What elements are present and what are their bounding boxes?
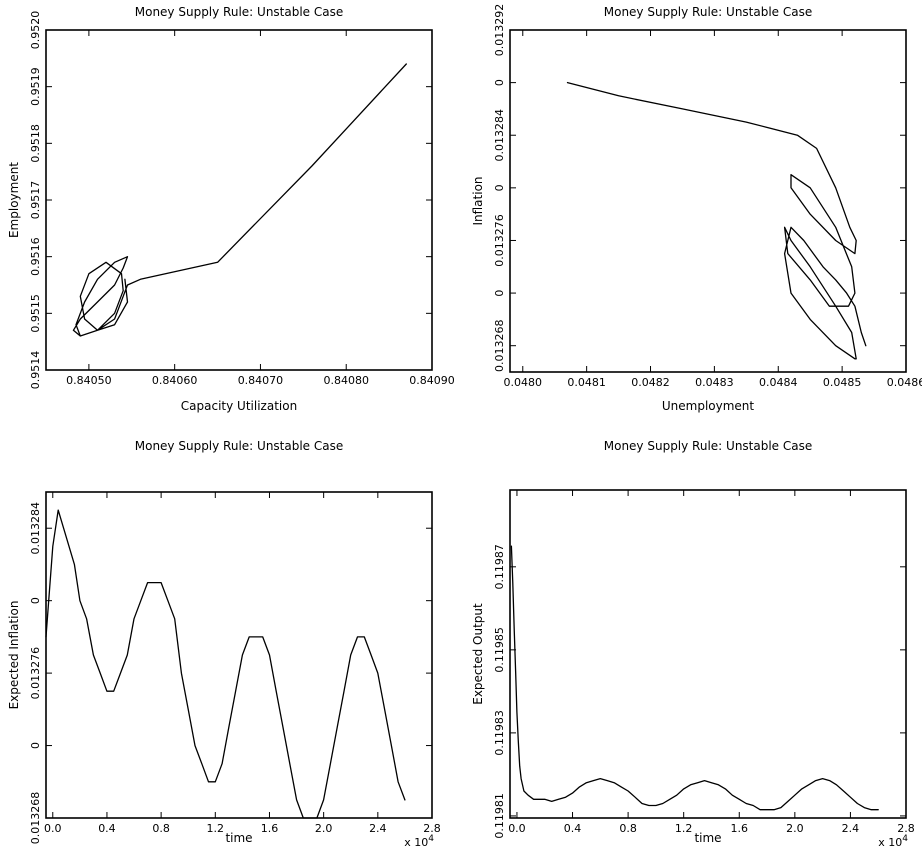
chart-3-y-tick-label: 0.013268 xyxy=(29,792,42,845)
chart-2-x-tick-label: 0.0484 xyxy=(759,376,798,389)
chart-3-x-tick-label: 0.8 xyxy=(152,822,170,835)
chart-3-y-tick-label: 0 xyxy=(29,742,42,749)
chart-4-x-tick-label: 1.2 xyxy=(675,822,693,835)
chart-3-x-tick-label: 1.6 xyxy=(261,822,279,835)
chart-2-x-tick-label: 0.0480 xyxy=(504,376,543,389)
chart-4-x-multiplier: x 104 xyxy=(878,834,908,849)
chart-2-x-tick-label: 0.0486 xyxy=(887,376,922,389)
chart-4-x-tick-label: 0.4 xyxy=(564,822,582,835)
chart-4-series-line xyxy=(510,545,879,811)
chart-3-x-tick-label: 1.2 xyxy=(207,822,225,835)
chart-4-x-tick-label: 2.4 xyxy=(842,822,860,835)
chart-4-x-tick-label: 2.0 xyxy=(786,822,804,835)
chart-3-y-tick-label: 0.013284 xyxy=(29,502,42,555)
chart-1-y-tick-label: 0.9516 xyxy=(29,237,42,276)
chart-2-x-axis-label: Unemployment xyxy=(662,399,755,413)
chart-2-y-tick-label: 0 xyxy=(493,184,506,191)
chart-1-y-axis-label: Employment xyxy=(7,162,21,238)
chart-2-series-line xyxy=(566,81,867,360)
chart-2-plot-frame xyxy=(509,29,907,373)
chart-4-title: Money Supply Rule: Unstable Case xyxy=(604,439,813,453)
chart-1-x-axis-label: Capacity Utilization xyxy=(181,399,297,413)
chart-3-x-tick-label: 2.0 xyxy=(315,822,333,835)
chart-4-x-tick-label: 0.0 xyxy=(508,822,526,835)
chart-3-x-tick-label: 2.4 xyxy=(369,822,387,835)
chart-2-y-tick-label: 0.013276 xyxy=(493,214,506,267)
chart-2-x-tick-label: 0.0482 xyxy=(631,376,670,389)
chart-1-y-tick-label: 0.9514 xyxy=(29,351,42,390)
chart-3-y-tick-label: 0 xyxy=(29,597,42,604)
chart-2-y-tick-label: 0 xyxy=(493,79,506,86)
chart-4-y-tick-label: 0.11987 xyxy=(493,544,506,590)
chart-4-x-tick-label: 0.8 xyxy=(619,822,637,835)
chart-2-y-tick-label: 0 xyxy=(493,290,506,297)
chart-1-y-tick-label: 0.9517 xyxy=(29,181,42,220)
chart-4-x-tick-label: 1.6 xyxy=(731,822,749,835)
chart-1-x-tick-label: 0.84070 xyxy=(238,374,284,387)
chart-4-y-tick-label: 0.11983 xyxy=(493,710,506,756)
chart-4-x-tick-label: 2.8 xyxy=(897,822,915,835)
chart-4-y-tick-label: 0.11985 xyxy=(493,627,506,673)
chart-3-series-line xyxy=(45,509,406,819)
chart-1-x-tick-label: 0.84050 xyxy=(66,374,112,387)
chart-1-y-tick-label: 0.9520 xyxy=(29,11,42,50)
chart-2-x-tick-label: 0.0483 xyxy=(695,376,734,389)
chart-2-title: Money Supply Rule: Unstable Case xyxy=(604,5,813,19)
chart-3-x-axis-label: time xyxy=(225,831,252,845)
chart-1-x-tick-label: 0.84090 xyxy=(409,374,455,387)
chart-1-title: Money Supply Rule: Unstable Case xyxy=(135,5,344,19)
chart-1-series-line xyxy=(72,63,407,337)
chart-1-y-tick-label: 0.9518 xyxy=(29,124,42,163)
chart-1-plot-frame xyxy=(45,29,433,371)
chart-4-plot-frame xyxy=(509,489,907,819)
chart-4-x-axis-label: time xyxy=(694,831,721,845)
chart-3-title: Money Supply Rule: Unstable Case xyxy=(135,439,344,453)
chart-2-y-tick-label: 0.013268 xyxy=(493,319,506,372)
chart-2-y-axis-label: Inflation xyxy=(471,176,485,225)
chart-3-y-axis-label: Expected Inflation xyxy=(7,601,21,710)
chart-2-x-tick-label: 0.0485 xyxy=(823,376,862,389)
chart-4-y-tick-label: 0.11981 xyxy=(493,793,506,839)
chart-1-y-tick-label: 0.9519 xyxy=(29,67,42,106)
chart-2-y-tick-label: 0.013284 xyxy=(493,109,506,162)
chart-3-plot-frame xyxy=(45,491,433,819)
chart-3-x-tick-label: 2.8 xyxy=(423,822,441,835)
chart-3-x-tick-label: 0.0 xyxy=(44,822,62,835)
chart-1-x-tick-label: 0.84080 xyxy=(323,374,369,387)
chart-2-y-tick-label: 0.013292 xyxy=(493,4,506,57)
chart-3-x-multiplier: x 104 xyxy=(404,834,434,849)
chart-2-x-tick-label: 0.0481 xyxy=(567,376,606,389)
chart-3-y-tick-label: 0.013276 xyxy=(29,647,42,700)
chart-1-x-tick-label: 0.84060 xyxy=(152,374,198,387)
chart-1-y-tick-label: 0.9515 xyxy=(29,294,42,333)
chart-3-x-tick-label: 0.4 xyxy=(98,822,116,835)
chart-4-y-axis-label: Expected Output xyxy=(471,603,485,705)
